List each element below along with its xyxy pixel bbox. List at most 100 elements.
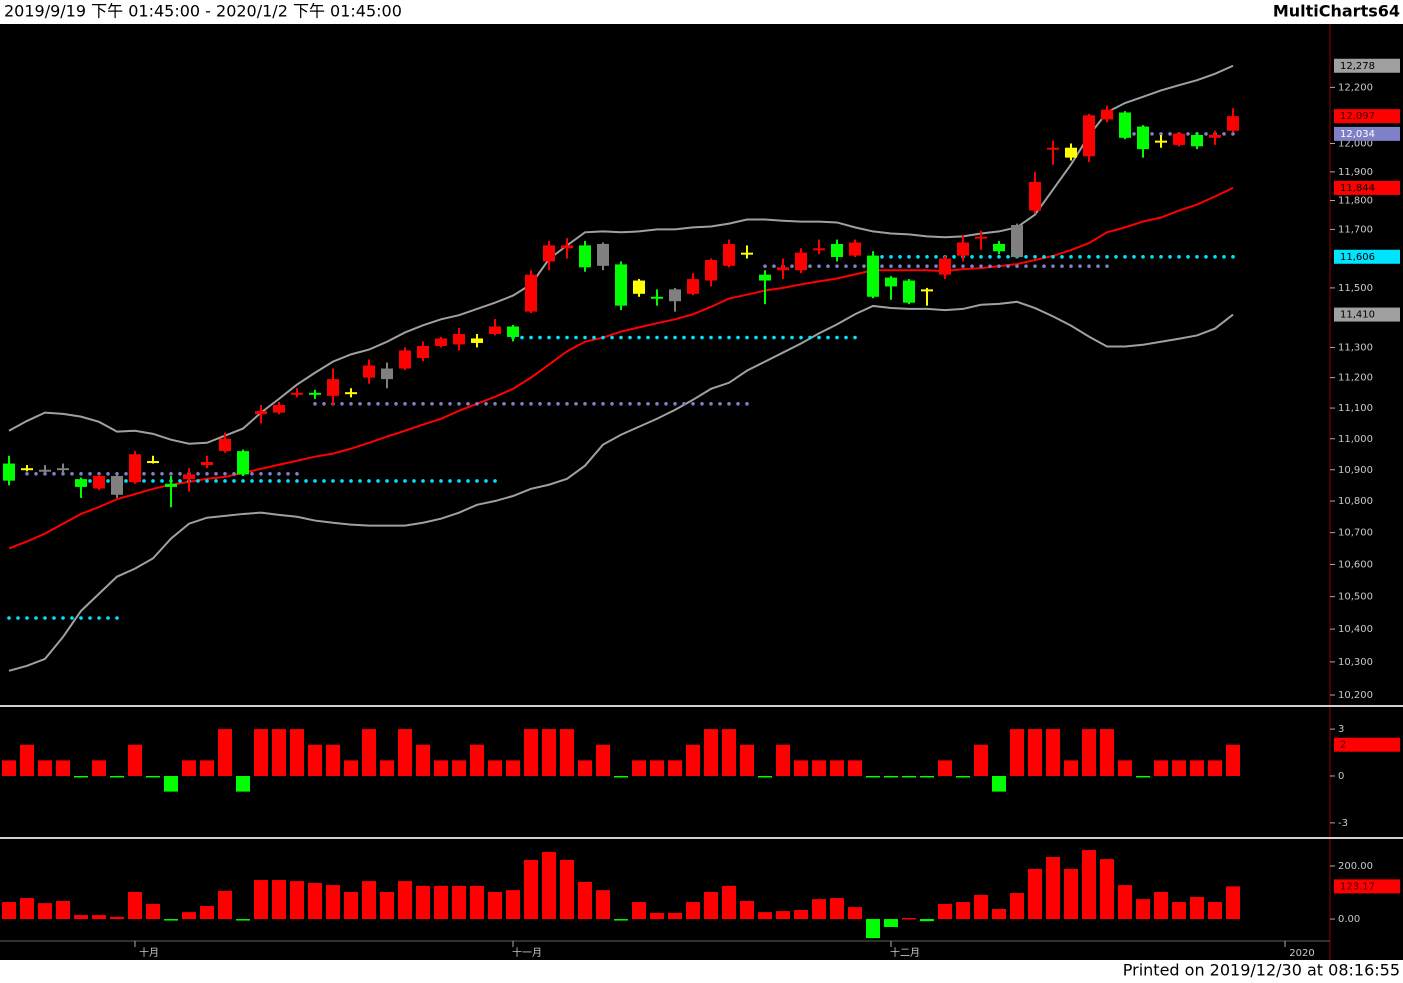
level-dot [1186, 132, 1190, 136]
level-dot [268, 472, 272, 476]
histogram-bar [956, 775, 970, 778]
level-dot [907, 254, 911, 259]
level-dot [511, 401, 515, 406]
histogram-bar [308, 744, 322, 776]
level-dot [241, 479, 245, 483]
level-dot [745, 335, 749, 340]
candle-body [57, 468, 69, 471]
candle-body [489, 326, 501, 334]
candle-body [579, 245, 591, 268]
level-dot [619, 335, 623, 340]
level-dot [808, 264, 812, 268]
level-dot [529, 401, 533, 406]
level-dot [952, 264, 956, 268]
footer-bar [0, 960, 1403, 983]
histogram-bar [1100, 729, 1114, 776]
candle-body [165, 483, 177, 487]
level-dot [223, 479, 227, 483]
histogram-bar [182, 760, 196, 776]
histogram-bar [488, 760, 502, 776]
histogram-bar [920, 775, 934, 778]
candle-body [921, 289, 933, 292]
level-dot [727, 401, 731, 406]
level-dot [268, 479, 272, 483]
level-dot [1123, 254, 1127, 259]
histogram-bar [254, 880, 268, 920]
histogram-bar [128, 744, 142, 776]
level-dot [178, 472, 182, 476]
level-dot [322, 479, 326, 483]
level-dot [124, 472, 128, 476]
y-tick-label: 12,000 [1338, 138, 1373, 149]
histogram-bar [812, 899, 826, 920]
level-dot [1168, 132, 1172, 136]
candle-body [3, 463, 15, 481]
level-dot [421, 479, 425, 483]
level-dot [925, 254, 929, 259]
level-dot [304, 479, 308, 483]
last-value-marker [1334, 879, 1400, 894]
histogram-bar [704, 729, 718, 776]
histogram-bar [596, 890, 610, 920]
candle-body [201, 461, 213, 466]
histogram-bar [650, 760, 664, 776]
histogram-bar [1100, 859, 1114, 920]
histogram-bar [110, 916, 124, 920]
candle-body [1209, 135, 1221, 138]
brand: MultiCharts64 [1273, 2, 1400, 21]
histogram-bar [848, 760, 862, 776]
histogram-bar [470, 885, 484, 920]
level-dot [772, 335, 776, 340]
histogram-bar [1064, 760, 1078, 776]
level-dot [97, 616, 101, 620]
histogram-bar [308, 882, 322, 920]
level-dot [115, 616, 119, 620]
level-dot [916, 254, 920, 259]
histogram-bar [1226, 744, 1240, 776]
level-dot [745, 401, 749, 406]
histogram-bar [326, 885, 340, 920]
candle-body [831, 243, 843, 258]
candle-body [903, 280, 915, 303]
candle-body [525, 274, 537, 312]
histogram-bar [416, 885, 430, 920]
level-dot [70, 472, 74, 476]
last-value-marker [1334, 126, 1400, 141]
level-dot [934, 254, 938, 259]
last-value-label: 11,410 [1340, 310, 1375, 321]
histogram-bar [110, 775, 124, 778]
level-dot [628, 335, 632, 340]
candle-body [417, 345, 429, 358]
level-dot [565, 401, 569, 406]
level-dot [259, 472, 263, 476]
level-dot [619, 401, 623, 406]
histogram-bar [740, 901, 754, 920]
level-dot [385, 479, 389, 483]
y-tick-label: 10,500 [1338, 592, 1373, 603]
x-tick-label: 十二月 [890, 946, 920, 959]
level-dot [1159, 254, 1163, 259]
histogram-bar [236, 775, 250, 792]
histogram-bar [740, 744, 754, 776]
level-dot [502, 401, 506, 406]
level-dot [1204, 132, 1208, 136]
level-dot [844, 264, 848, 268]
candle-body [327, 379, 339, 396]
level-dot [25, 616, 29, 620]
candle-body [309, 392, 321, 395]
level-dot [952, 254, 956, 259]
candle-body [759, 274, 771, 281]
histogram-bar [20, 898, 34, 920]
histogram-bar [776, 744, 790, 776]
level-dot [322, 401, 326, 406]
histogram-bar [1154, 891, 1168, 920]
level-dot [700, 401, 704, 406]
level-dot [520, 335, 524, 340]
level-dot [295, 472, 299, 476]
level-dot [673, 335, 677, 340]
level-dot [835, 264, 839, 268]
y-tick-label: 11,000 [1338, 434, 1373, 445]
candle-body [435, 338, 447, 346]
level-dot [457, 401, 461, 406]
